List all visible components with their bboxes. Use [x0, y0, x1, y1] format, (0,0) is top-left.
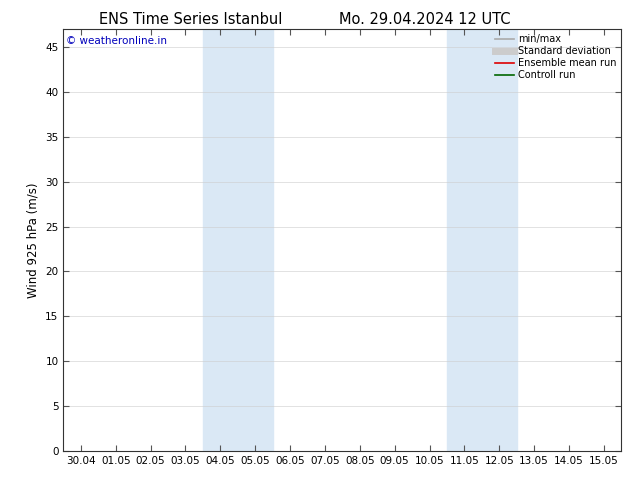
Legend: min/max, Standard deviation, Ensemble mean run, Controll run: min/max, Standard deviation, Ensemble me…	[493, 32, 618, 82]
Bar	[447, 29, 517, 451]
Text: ENS Time Series Istanbul: ENS Time Series Istanbul	[98, 12, 282, 27]
Text: © weatheronline.in: © weatheronline.in	[66, 36, 167, 46]
Text: Mo. 29.04.2024 12 UTC: Mo. 29.04.2024 12 UTC	[339, 12, 510, 27]
Bar	[203, 29, 273, 451]
Y-axis label: Wind 925 hPa (m/s): Wind 925 hPa (m/s)	[27, 182, 40, 298]
